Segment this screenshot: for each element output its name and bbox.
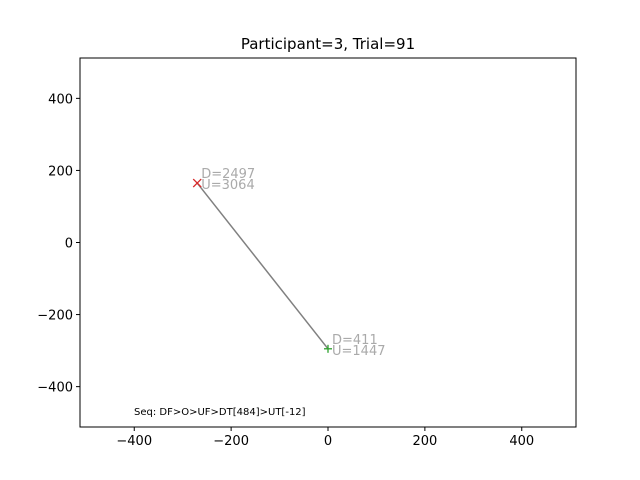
x-tick-label: −400: [116, 434, 152, 449]
y-tick-label: 200: [48, 164, 73, 179]
end-label: U=1447: [332, 344, 386, 359]
y-tick-label: 0: [65, 237, 73, 252]
x-tick-label: 0: [324, 434, 332, 449]
y-tick-label: −400: [37, 381, 73, 396]
chart-title: Participant=3, Trial=91: [241, 35, 415, 53]
trajectory-line: [196, 182, 329, 350]
x-tick-label: −200: [213, 434, 249, 449]
y-tick-label: −200: [37, 309, 73, 324]
end-label: D=411: [332, 333, 378, 348]
x-tick-label: 200: [412, 434, 437, 449]
sequence-annotation: Seq: DF>O>UF>DT[484]>UT[-12]: [134, 407, 306, 418]
y-tick-label: 400: [48, 92, 73, 107]
start-label: U=3064: [201, 178, 255, 193]
x-tick-label: 400: [509, 434, 534, 449]
start-label: D=2497: [201, 167, 255, 182]
start-marker: [192, 178, 202, 188]
